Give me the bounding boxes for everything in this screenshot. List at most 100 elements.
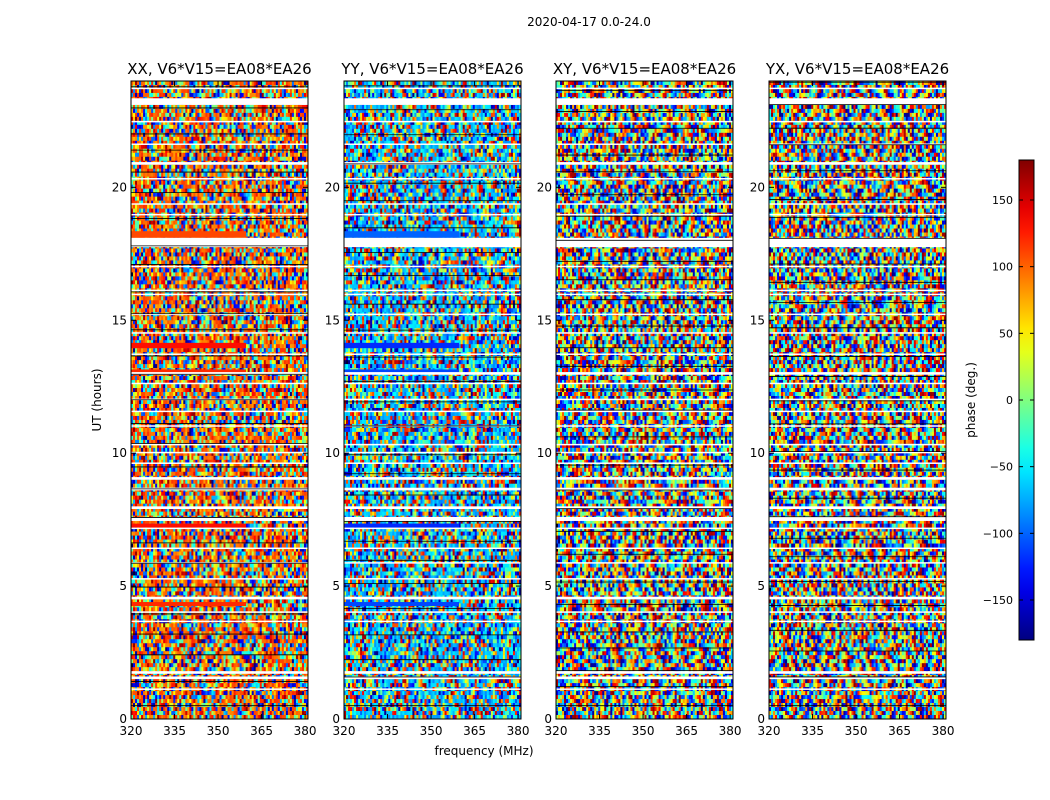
flagged-band: [556, 382, 733, 385]
flagged-band: [556, 265, 733, 268]
flagged-band: [344, 671, 521, 674]
panel-yy: YY, V6*V15=EA08*EA26 320 335 350 365 380 0 5 10 1…: [325, 60, 530, 738]
flagged-band: [131, 332, 308, 334]
y-tick-label: 5: [119, 579, 127, 593]
flagged-band: [769, 332, 946, 334]
flagged-band: [131, 451, 308, 454]
flagged-band: [769, 265, 946, 268]
strong-phase-band: [344, 523, 460, 528]
panel-frame: [768, 80, 947, 720]
flagged-band: [556, 353, 733, 355]
flagged-band: [556, 289, 733, 292]
flagged-band: [131, 162, 308, 165]
y-tick-label: 15: [537, 313, 552, 327]
flagged-band: [344, 382, 521, 385]
flagged-band: [131, 372, 308, 375]
flagged-band: [344, 562, 521, 564]
flagged-band: [344, 676, 521, 680]
flagged-band: [769, 289, 946, 292]
phase-image: [769, 81, 946, 719]
x-tick-label: 365: [250, 724, 273, 738]
flagged-band: [769, 293, 946, 296]
flagged-band: [131, 527, 308, 530]
flagged-band: [556, 293, 733, 296]
flagged-band: [344, 578, 521, 580]
y-tick-label: 20: [537, 180, 552, 194]
flagged-band: [344, 237, 521, 248]
flagged-band: [556, 120, 733, 123]
panel-title: XY, V6*V15=EA08*EA26: [553, 60, 736, 78]
x-tick-label: 380: [932, 724, 955, 738]
y-tick-label: 10: [325, 446, 340, 460]
flagged-band: [769, 688, 946, 690]
flagged-band: [556, 516, 733, 521]
y-tick-label: 15: [325, 313, 340, 327]
x-tick-label: 350: [420, 724, 443, 738]
flagged-band: [131, 676, 308, 680]
flagged-band: [769, 87, 946, 90]
colorbar-tick-label: 0: [1006, 394, 1013, 407]
flagged-band: [344, 98, 521, 105]
y-tick-label: 20: [325, 180, 340, 194]
flagged-band: [769, 382, 946, 385]
flagged-band: [769, 98, 946, 105]
flagged-band: [769, 178, 946, 180]
strong-phase-band: [344, 231, 460, 238]
flagged-band: [344, 120, 521, 123]
y-tick-label: 20: [750, 180, 765, 194]
x-tick-label: 365: [888, 724, 911, 738]
flagged-band: [131, 289, 308, 292]
colorbar-tick-label: −150: [983, 594, 1013, 607]
flagged-band: [344, 372, 521, 375]
x-tick-label: 320: [758, 724, 781, 738]
flagged-band: [131, 611, 308, 613]
y-tick-label: 5: [757, 579, 765, 593]
colorbar-label: phase (deg.): [964, 362, 978, 438]
flagged-band: [556, 178, 733, 180]
flagged-band: [131, 443, 308, 446]
flagged-band: [556, 527, 733, 530]
flagged-band: [769, 425, 946, 427]
flagged-band: [344, 516, 521, 521]
flagged-band: [131, 143, 308, 145]
flagged-band: [769, 620, 946, 623]
x-tick-label: 320: [120, 724, 143, 738]
panel-title: XX, V6*V15=EA08*EA26: [127, 60, 311, 78]
flagged-band: [556, 410, 733, 413]
flagged-band: [131, 410, 308, 413]
phase-image: [344, 81, 521, 719]
flagged-band: [556, 98, 733, 105]
x-tick-label: 320: [333, 724, 356, 738]
flagged-band: [769, 443, 946, 446]
strong-phase-band: [131, 231, 247, 238]
flagged-band: [769, 506, 946, 509]
x-tick-label: 380: [507, 724, 530, 738]
flagged-band: [556, 237, 733, 248]
x-tick-label: 365: [463, 724, 486, 738]
x-tick-label: 380: [294, 724, 317, 738]
flagged-band: [769, 120, 946, 123]
strong-phase-band: [344, 602, 460, 607]
panel-xy: XY, V6*V15=EA08*EA26 320 335 350 365 380 0 5 10 1…: [537, 60, 742, 738]
flagged-band: [769, 143, 946, 145]
flagged-band: [769, 213, 946, 216]
flagged-band: [344, 620, 521, 623]
flagged-band: [344, 332, 521, 334]
flagged-band: [556, 671, 733, 674]
colorbar-tick-label: −100: [983, 527, 1013, 540]
flagged-band: [344, 87, 521, 90]
flagged-band: [556, 398, 733, 401]
flagged-band: [131, 547, 308, 550]
y-axis-label: UT (hours): [90, 368, 104, 431]
flagged-band: [556, 313, 733, 316]
panel-frame: [130, 80, 309, 720]
panel-title: YY, V6*V15=EA08*EA26: [340, 60, 523, 78]
y-tick-label: 10: [750, 446, 765, 460]
flagged-band: [344, 462, 521, 464]
strong-phase-band: [131, 342, 247, 349]
flagged-band: [344, 162, 521, 165]
phase-image: [556, 81, 733, 719]
flagged-band: [344, 143, 521, 145]
flagged-band: [769, 578, 946, 580]
